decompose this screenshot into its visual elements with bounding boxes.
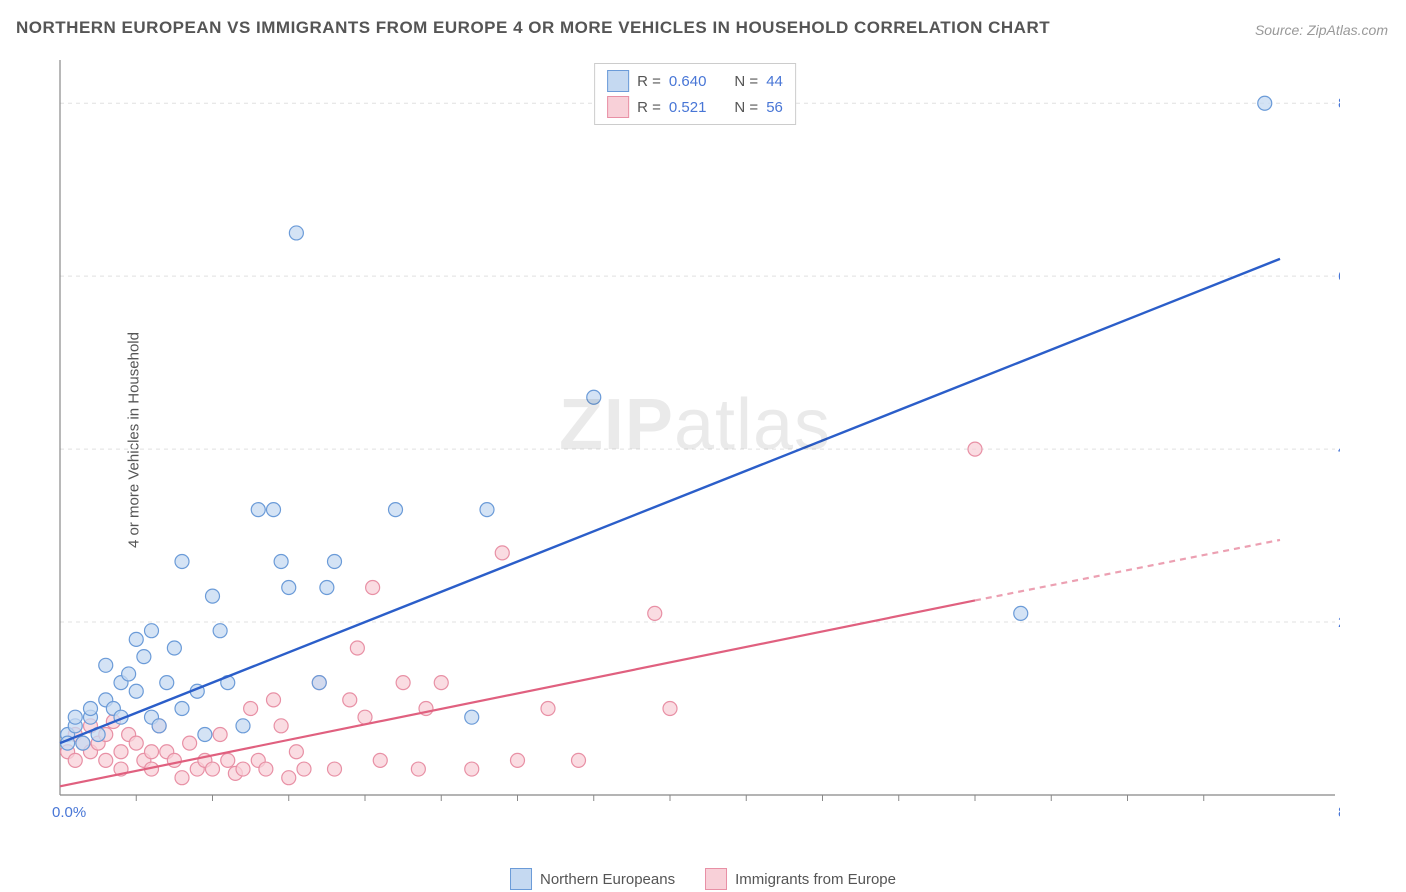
legend-item-series1: Northern Europeans	[510, 868, 675, 890]
svg-text:60.0%: 60.0%	[1338, 268, 1340, 285]
stats-row-series2: R = 0.521 N = 56	[607, 94, 783, 120]
scatter-plot: 20.0% 40.0% 60.0% 80.0% 0.0% 80.0%	[50, 55, 1340, 825]
svg-text:80.0%: 80.0%	[1338, 804, 1340, 821]
legend-label-2: Immigrants from Europe	[735, 871, 896, 888]
chart-area: 4 or more Vehicles in Household 20.0%40.…	[50, 55, 1340, 825]
svg-text:40.0%: 40.0%	[1338, 441, 1340, 458]
legend-label-1: Northern Europeans	[540, 871, 675, 888]
svg-text:20.0%: 20.0%	[1338, 614, 1340, 631]
svg-text:80.0%: 80.0%	[1338, 95, 1340, 112]
legend-swatch-2	[705, 868, 727, 890]
r-value-2: 0.521	[669, 99, 707, 116]
swatch-series1	[607, 70, 629, 92]
correlation-stats-box: R = 0.640 N = 44 R = 0.521 N = 56	[594, 63, 796, 125]
r-value-1: 0.640	[669, 73, 707, 90]
swatch-series2	[607, 96, 629, 118]
n-value-1: 44	[766, 73, 783, 90]
source-credit: Source: ZipAtlas.com	[1255, 22, 1388, 38]
legend-item-series2: Immigrants from Europe	[705, 868, 896, 890]
n-value-2: 56	[766, 99, 783, 116]
bottom-legend: Northern Europeans Immigrants from Europ…	[510, 868, 896, 890]
svg-text:0.0%: 0.0%	[52, 804, 86, 821]
chart-title: NORTHERN EUROPEAN VS IMMIGRANTS FROM EUR…	[16, 18, 1050, 38]
legend-swatch-1	[510, 868, 532, 890]
stats-row-series1: R = 0.640 N = 44	[607, 68, 783, 94]
